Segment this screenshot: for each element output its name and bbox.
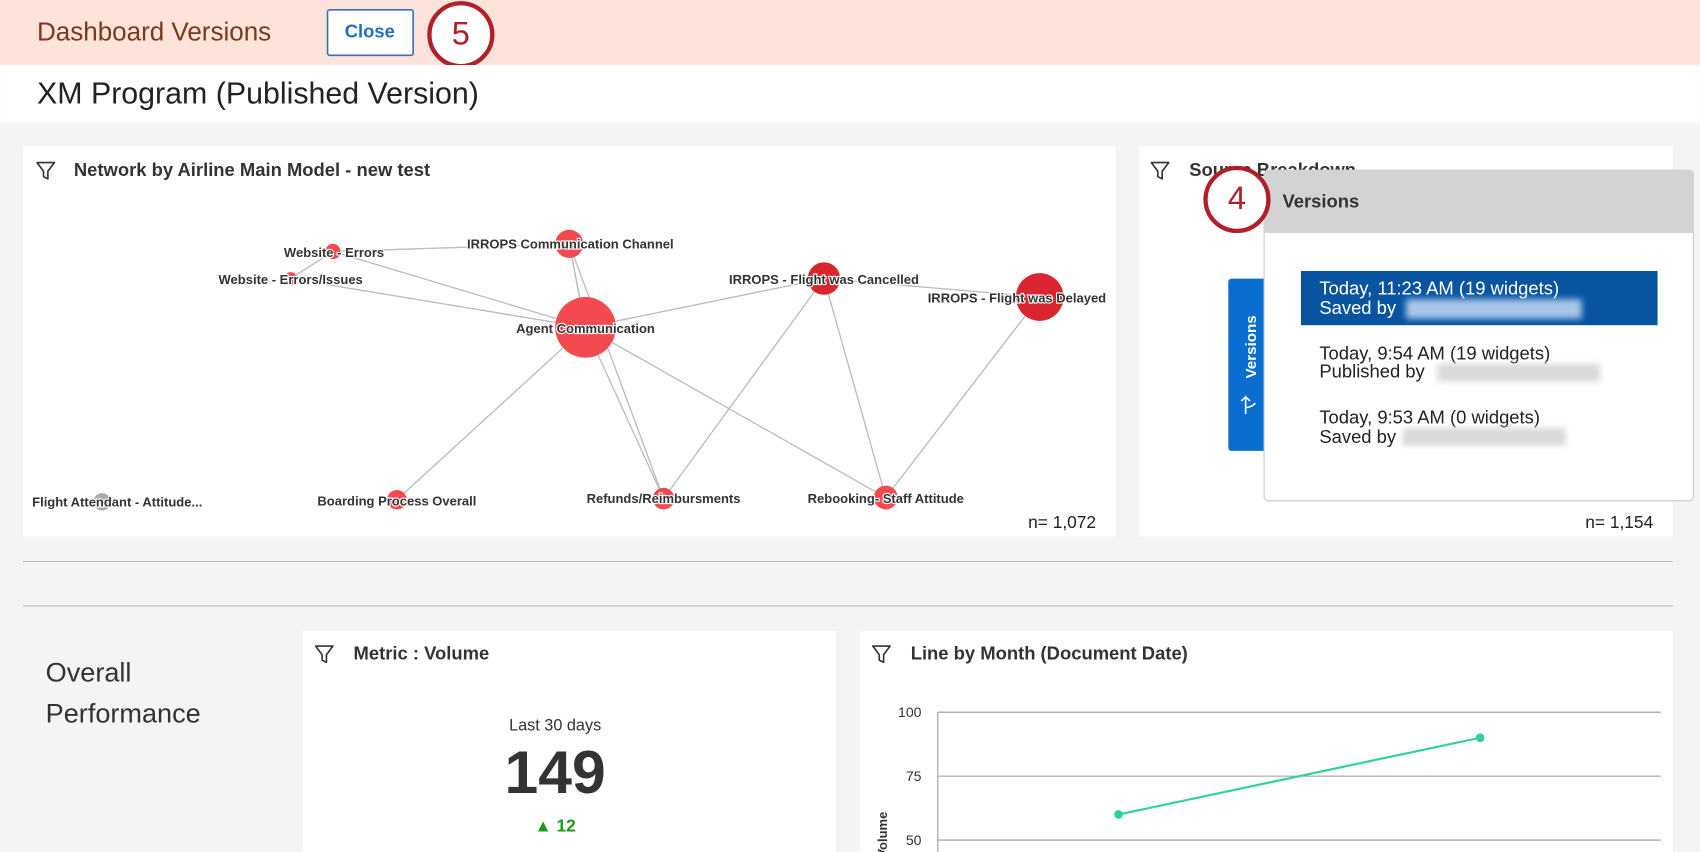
metric-delta: ▲ 12 [535, 816, 576, 836]
network-edge [290, 250, 334, 280]
popup-title: Versions [1283, 191, 1360, 212]
network-node [873, 485, 898, 510]
widget-title: Line by Month (Document Date) [911, 643, 1188, 664]
series-line [1118, 736, 1481, 816]
line-widget [859, 630, 1673, 852]
version-item[interactable]: Today, 9:53 AM (0 widgets) Saved by [1319, 406, 1566, 447]
network-edge [584, 327, 665, 499]
network-node [555, 297, 616, 358]
section-title: Performance [46, 698, 201, 729]
data-point [1114, 810, 1123, 819]
network-node [555, 229, 584, 258]
metric-period: Last 30 days [509, 717, 601, 735]
network-edge [823, 277, 1040, 298]
metric-widget [302, 630, 836, 852]
version-time[interactable]: Today, 9:54 AM (19 widgets) [1319, 342, 1550, 363]
network-node [652, 487, 675, 510]
sample-size: n= 1,072 [1028, 512, 1096, 532]
node-label: Rebooking- Staff Attitude [808, 491, 964, 506]
versions-icon [1240, 395, 1256, 415]
metric-value: 149 [505, 738, 606, 806]
page-title: XM Program (Published Version) [37, 77, 479, 110]
widget-title: Metric : Volume [354, 643, 490, 664]
version-author[interactable]: Published by [1319, 361, 1425, 382]
network-edge [396, 326, 586, 501]
y-axis-label: Volume [875, 812, 890, 852]
widget-title: Network by Airline Main Model - new test [74, 159, 430, 180]
network-edge [585, 277, 825, 328]
version-time[interactable]: Today, 11:23 AM (19 widgets) [1319, 277, 1559, 298]
node-label: IRROPS Communication Channel [467, 236, 674, 251]
network-node [1015, 273, 1064, 321]
network-node [387, 489, 407, 510]
redacted-name [1406, 299, 1582, 319]
title-bar [0, 65, 1700, 123]
section-title: Overall [46, 656, 132, 687]
network-edge [568, 243, 665, 499]
network-node [284, 272, 298, 286]
versions-popup: Versions Today, 11:23 AM (19 widgets) Sa… [1263, 169, 1694, 502]
redacted-name [1402, 428, 1566, 446]
version-item[interactable]: Today, 9:54 AM (19 widgets) Published by [1319, 342, 1601, 382]
y-tick-label: 75 [906, 768, 922, 784]
y-tick-label: 50 [906, 832, 922, 848]
version-time[interactable]: Today, 9:53 AM (0 widgets) [1319, 406, 1540, 427]
version-author[interactable]: Saved by [1319, 426, 1397, 447]
network-node [325, 243, 341, 260]
network-edge [823, 278, 887, 498]
network-edge [290, 277, 586, 329]
redacted-name [1437, 364, 1601, 382]
network-node [93, 493, 111, 511]
data-point [1475, 733, 1485, 743]
callout-4: 4 [1203, 165, 1271, 234]
sample-size: n= 1,154 [1585, 512, 1653, 532]
network-graph: Agent Communication IRROPS Communication … [31, 229, 1107, 511]
network-edge [585, 326, 887, 499]
node-label: Website - Errors [284, 245, 384, 260]
version-item[interactable]: Today, 11:23 AM (19 widgets) Saved by [1300, 270, 1658, 326]
node-label: Agent Communication [516, 321, 655, 336]
node-label: Website - Errors/Issues [219, 272, 363, 287]
network-node [807, 262, 841, 295]
callout-number: 5 [452, 15, 470, 51]
header-title: Dashboard Versions [37, 16, 271, 46]
y-tick-label: 100 [898, 704, 922, 720]
node-label: IRROPS - Flight was Delayed [928, 291, 1106, 306]
version-author[interactable]: Saved by [1319, 297, 1397, 318]
network-edge [332, 243, 570, 253]
versions-tab[interactable]: Versions [1228, 278, 1268, 451]
close-label[interactable]: Close [345, 20, 395, 41]
network-edge [885, 296, 1041, 498]
line-chart: 50 75 100 [898, 704, 1661, 852]
close-button[interactable]: Close [326, 8, 414, 57]
node-label: Refunds/Reimbursments [587, 491, 741, 506]
callout-number: 4 [1228, 180, 1246, 216]
header-bar [0, 0, 1700, 66]
network-edge [332, 250, 586, 328]
callout-5: 5 [427, 1, 495, 69]
node-label: Flight Attendant - Attitude... [32, 494, 202, 509]
tab-label[interactable]: Versions [1243, 315, 1260, 378]
node-label: Boarding Process Overall [317, 493, 476, 508]
node-label: IRROPS - Flight was Cancelled [729, 272, 919, 287]
network-edge [663, 278, 825, 500]
